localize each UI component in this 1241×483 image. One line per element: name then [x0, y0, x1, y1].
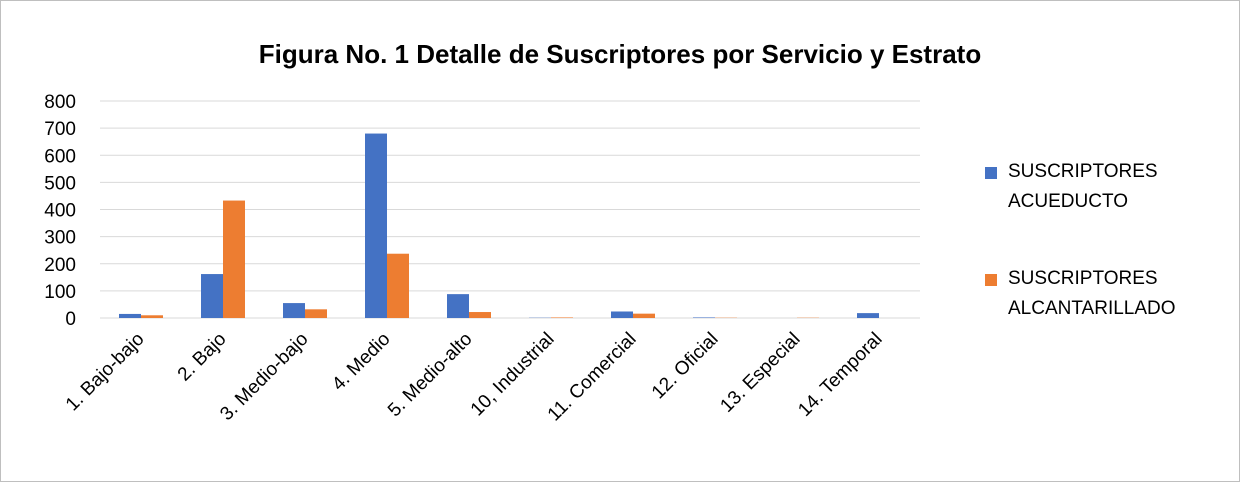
bar: [283, 303, 305, 318]
legend-label: SUSCRIPTORES ACUEDUCTO: [1008, 161, 1158, 212]
legend-label: SUSCRIPTORES ALCANTARILLADO: [1008, 268, 1176, 319]
bar: [551, 317, 573, 318]
bar: [387, 253, 409, 318]
y-tick-label: 400: [44, 201, 76, 222]
bar: [141, 315, 163, 318]
chart-title: Figura No. 1 Detalle de Suscriptores por…: [259, 39, 981, 69]
y-tick-label: 500: [44, 173, 76, 194]
bar: [857, 313, 879, 318]
legend-swatch: [985, 167, 997, 179]
bar: [201, 274, 223, 318]
bar: [469, 312, 491, 318]
y-tick-label: 100: [44, 282, 76, 303]
bar: [365, 133, 387, 318]
bar: [223, 200, 245, 318]
y-tick-label: 0: [65, 309, 76, 330]
y-tick-label: 600: [44, 146, 76, 167]
bar: [305, 309, 327, 318]
bar: [447, 294, 469, 318]
y-tick-label: 200: [44, 255, 76, 276]
bar: [119, 313, 141, 318]
bar: [693, 317, 715, 318]
legend-swatch: [985, 274, 997, 286]
y-tick-label: 300: [44, 228, 76, 249]
bar: [611, 311, 633, 318]
y-tick-label: 700: [44, 119, 76, 140]
bar: [633, 313, 655, 318]
y-tick-label: 800: [44, 92, 76, 113]
